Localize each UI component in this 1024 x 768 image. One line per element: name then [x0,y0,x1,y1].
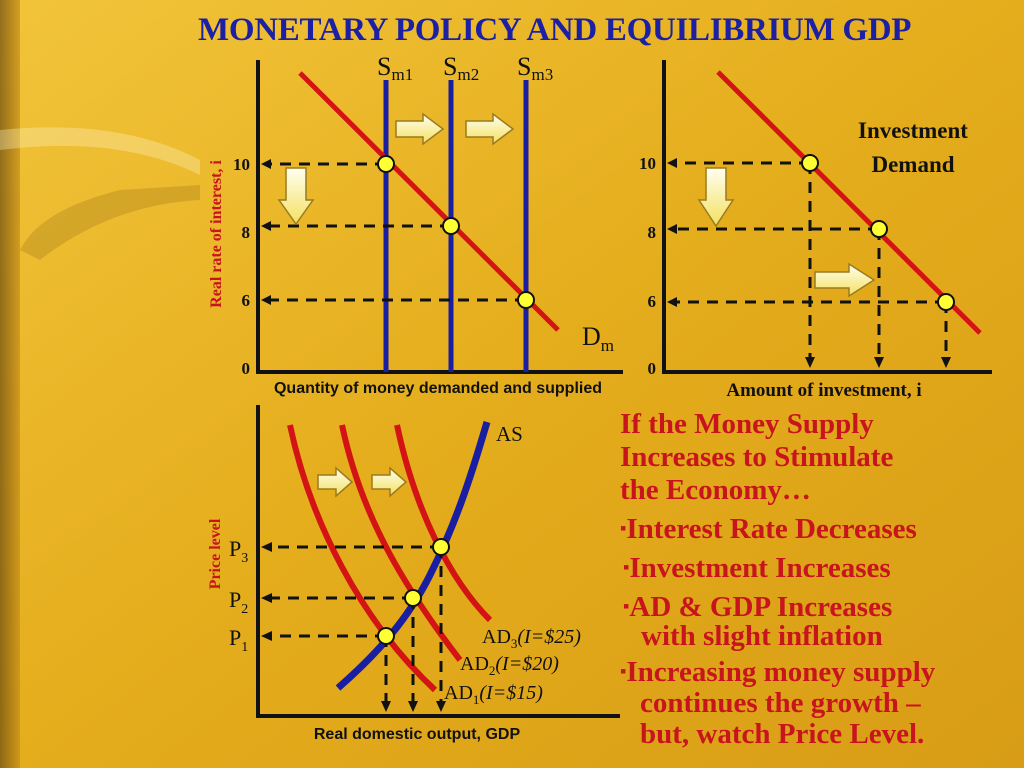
guide-arrowhead [261,295,271,305]
equilibrium-point [937,293,955,311]
investment-demand-label: Demand [871,152,954,177]
y-tick-8: 8 [242,223,251,242]
guide-arrowhead [436,701,446,712]
bullet-ad-gdp: ▪AD & GDP Increases with slight inflatio… [623,591,893,652]
guide-arrowhead [261,631,272,641]
shift-right-arrow-icon [465,112,515,146]
guide-arrowhead [667,158,677,168]
money-demand-curve [298,71,560,332]
adas-x-label: Real domestic output, GDP [314,726,521,743]
investment-demand-curve [716,70,982,335]
y-tick-10: 10 [639,154,656,173]
y-tick-6: 6 [648,292,657,311]
guide-arrowhead [667,297,677,307]
guide-arrowhead [261,221,271,231]
label-sm1: Sm1 [377,52,413,84]
equilibrium-point [377,627,395,645]
guide-arrowhead [874,357,884,368]
intro-line: If the Money Supply [620,408,874,440]
guide-arrowhead [261,593,272,603]
label-p3: P3 [229,536,248,566]
bullet-icon: ▪ [620,518,627,538]
y-tick-0: 0 [648,359,657,378]
as-curve [335,421,491,691]
label-sm2: Sm2 [443,52,479,84]
guide-arrowhead [261,542,272,552]
label-sm3: Sm3 [517,52,553,84]
bullet-interest-rate: ▪Interest Rate Decreases [620,513,917,545]
y-tick-6: 6 [242,291,251,310]
bullet-icon: ▪ [623,557,630,577]
shift-right-arrow-icon [814,262,876,298]
shift-down-arrow-icon [697,167,735,228]
ad3-label: AD3(I=$25) [482,626,581,651]
as-label: AS [496,422,523,446]
guide-arrowhead [667,224,677,234]
ad1-label: AD1(I=$15) [444,682,543,707]
shift-right-arrow-icon [395,112,445,146]
adas-y-label: Price level [207,518,224,589]
y-tick-8: 8 [648,223,657,242]
ad2-label: AD2(I=$20) [460,653,559,678]
label-p1: P1 [229,625,248,655]
bullet-icon: ▪ [620,661,627,681]
equilibrium-point [432,538,450,556]
ad-as-graph: AS P3 P2 P1 AD3(I=$25) AD2(I=$20) AD1(I=… [207,405,620,743]
label-p2: P2 [229,587,248,617]
explanation-text-block: If the Money Supply Increases to Stimula… [620,408,1020,751]
money-market-y-label: Real rate of interest, i [208,160,225,308]
equilibrium-point [870,220,888,238]
equilibrium-point [377,155,395,173]
investment-x-label: Amount of investment, i [726,380,921,401]
bullet-icon: ▪ [623,596,630,616]
investment-demand-label: Investment [858,118,968,143]
ad1-curve [287,424,438,693]
equilibrium-point [517,291,535,309]
slide-title: MONETARY POLICY AND EQUILIBRIUM GDP [198,12,912,48]
intro-line: the Economy… [620,474,811,506]
investment-demand-graph: 10 8 6 0 Investment Demand Amount of inv… [639,60,992,401]
guide-arrowhead [381,701,391,712]
shift-right-arrow-icon [317,466,354,498]
guide-arrowhead [408,701,418,712]
intro-line: Increases to Stimulate [620,441,894,473]
shift-down-arrow-icon [277,167,315,226]
bullet-money-supply: ▪Increasing money supply continues the g… [620,656,936,750]
label-dm: Dm [582,322,614,355]
bullet-investment: ▪Investment Increases [623,552,891,584]
equilibrium-point [801,154,819,172]
money-market-x-label: Quantity of money demanded and supplied [274,380,602,397]
guide-arrowhead [941,357,951,368]
y-tick-0: 0 [242,359,251,378]
y-tick-10: 10 [233,155,250,174]
equilibrium-point [404,589,422,607]
equilibrium-point [442,217,460,235]
shift-right-arrow-icon [371,466,408,498]
guide-arrowhead [261,159,271,169]
guide-arrowhead [805,357,815,368]
money-market-graph: 10 8 6 0 Real rate of interest, i Quanti… [208,52,623,397]
ad3-curve [394,424,493,623]
